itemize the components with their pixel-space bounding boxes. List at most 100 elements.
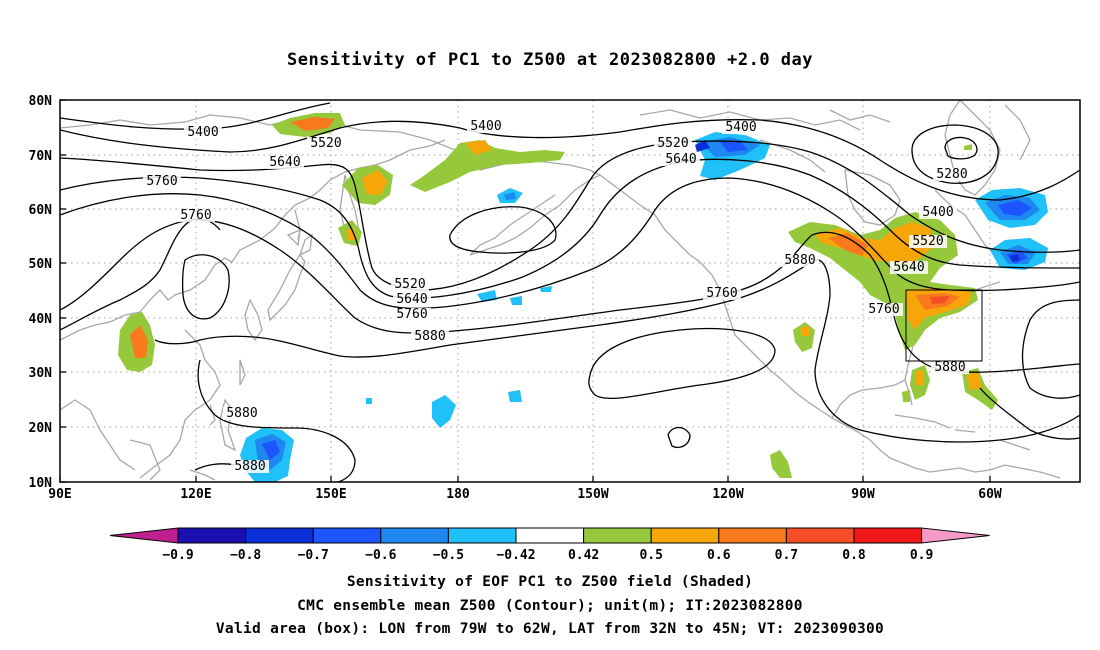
lat-tick-label: 10N (29, 476, 53, 491)
contour-label: 5640 (396, 292, 427, 307)
contour-label-background (391, 278, 429, 291)
colorbar-swatch (380, 527, 449, 544)
contour-label-background (411, 330, 449, 343)
longitude-labels: 90E 120E 150E 180 150W 120W 90W 60W (48, 487, 1002, 502)
colorbar-swatch (853, 527, 923, 544)
colorbar-label: −0.7 (298, 548, 329, 563)
contour-labels: 5400552056405760576054005520540056405280… (143, 119, 971, 474)
colorbar-swatch (650, 527, 720, 544)
contour-label: 5760 (180, 208, 211, 223)
contour-label-background (307, 137, 345, 150)
contour-label-background (890, 261, 928, 274)
contour-label: 5880 (226, 406, 257, 421)
contour-label: 5520 (394, 277, 425, 292)
colorbar-swatch (515, 527, 585, 544)
colorbar-min-arrow (109, 527, 179, 544)
colorbar-label: 0.9 (910, 548, 933, 563)
lat-tick-label: 30N (29, 366, 53, 381)
contour-label-background (223, 407, 261, 420)
colorbar-swatch (177, 527, 247, 544)
colorbar-label: 0.6 (707, 548, 731, 563)
colorbar-swatch (583, 527, 652, 544)
contour-label: 5880 (934, 360, 965, 375)
contour-label-background (654, 137, 692, 150)
positive-sensitivity-area (967, 372, 982, 390)
colorbar-label: 0.5 (639, 548, 662, 563)
contour-label-background (919, 206, 957, 219)
positive-sensitivity-area (964, 144, 972, 150)
colorbar (109, 527, 990, 544)
contour-label-background (703, 287, 741, 300)
contour-label: 5400 (470, 119, 501, 134)
caption-valid-area: Valid area (box): LON from 79W to 62W, L… (215, 621, 885, 637)
contour-label: 5880 (234, 459, 265, 474)
colorbar-label: −0.9 (162, 548, 193, 563)
lat-tick-label: 60N (29, 203, 53, 218)
lat-tick-label: 40N (29, 312, 53, 327)
caption-contour: CMC ensemble mean Z500 (Contour); unit(m… (297, 598, 803, 614)
lon-tick-label: 180 (446, 487, 470, 502)
lon-tick-label: 150E (315, 487, 346, 502)
colorbar-labels: −0.9 −0.8 −0.7 −0.6 −0.5 −0.42 0.42 0.5 0.6 0.7 0.… (162, 548, 933, 563)
positive-sensitivity-area (902, 390, 910, 402)
negative-sensitivity-area (540, 286, 552, 292)
contour-label-background (865, 303, 903, 316)
negative-sensitivity-area (1010, 254, 1020, 262)
negative-sensitivity-area (432, 395, 456, 428)
positive-sensitivity-area (465, 140, 492, 155)
positive-sensitivity-area (410, 140, 565, 192)
contour-label-background (184, 126, 222, 139)
positive-sensitivity-area (362, 170, 388, 195)
contour-label: 5400 (725, 120, 756, 135)
lat-tick-label: 50N (29, 257, 53, 272)
contour-label-background (467, 120, 505, 133)
colorbar-max-arrow (921, 527, 990, 544)
positive-sensitivity-area (290, 117, 335, 131)
positive-sensitivity-area (828, 233, 868, 256)
contour-label: 5760 (396, 307, 427, 322)
positive-sensitivity-area (800, 326, 810, 336)
colorbar-label: −0.5 (433, 548, 464, 563)
contour-label-background (143, 175, 181, 188)
latitude-labels: 80N 70N 60N 50N 40N 30N 20N 10N (29, 94, 53, 491)
colorbar-label: 0.42 (568, 548, 599, 563)
lon-tick-label: 150W (577, 487, 608, 502)
contour-label: 5640 (893, 260, 924, 275)
contour-label-background (781, 254, 819, 267)
negative-sensitivity-area (998, 200, 1032, 216)
contour-label-background (662, 153, 700, 166)
caption-shading: Sensitivity of EOF PC1 to Z500 field (Sh… (346, 574, 754, 590)
map-title: Sensitivity of PC1 to Z500 at 2023082800… (286, 50, 813, 70)
negative-sensitivity-area (262, 440, 280, 460)
colorbar-label: −0.8 (230, 548, 261, 563)
colorbar-label: 0.8 (842, 548, 866, 563)
negative-sensitivity-area (695, 140, 710, 152)
contour-label-background (722, 121, 760, 134)
colorbar-swatch (447, 527, 517, 544)
contour-label: 5760 (146, 174, 177, 189)
contour-label-background (933, 168, 971, 181)
positive-sensitivity-area (130, 325, 148, 358)
contour-label: 5400 (922, 205, 953, 220)
lon-tick-label: 60W (978, 487, 1002, 502)
contour-label: 5760 (706, 286, 737, 301)
colorbar-swatch (245, 527, 314, 544)
colorbar-label: −0.6 (365, 548, 396, 563)
tick-marks (59, 99, 991, 483)
colorbar-swatch (785, 527, 855, 544)
negative-sensitivity-area (504, 192, 516, 200)
positive-sensitivity-area (770, 450, 792, 478)
positive-sensitivity-area (346, 228, 356, 240)
negative-sensitivity-area (508, 390, 522, 402)
contour-label: 5880 (784, 253, 815, 268)
positive-sensitivity-area (815, 222, 935, 265)
contour-label-background (931, 361, 969, 374)
negative-sensitivity-area (366, 398, 372, 404)
colorbar-label: −0.42 (496, 548, 535, 563)
contour-label-background (266, 156, 304, 169)
contour-label: 5400 (187, 125, 218, 140)
valid-area-box (905, 289, 983, 362)
positive-sensitivity-area (915, 370, 924, 385)
negative-sensitivity-area (720, 141, 748, 152)
